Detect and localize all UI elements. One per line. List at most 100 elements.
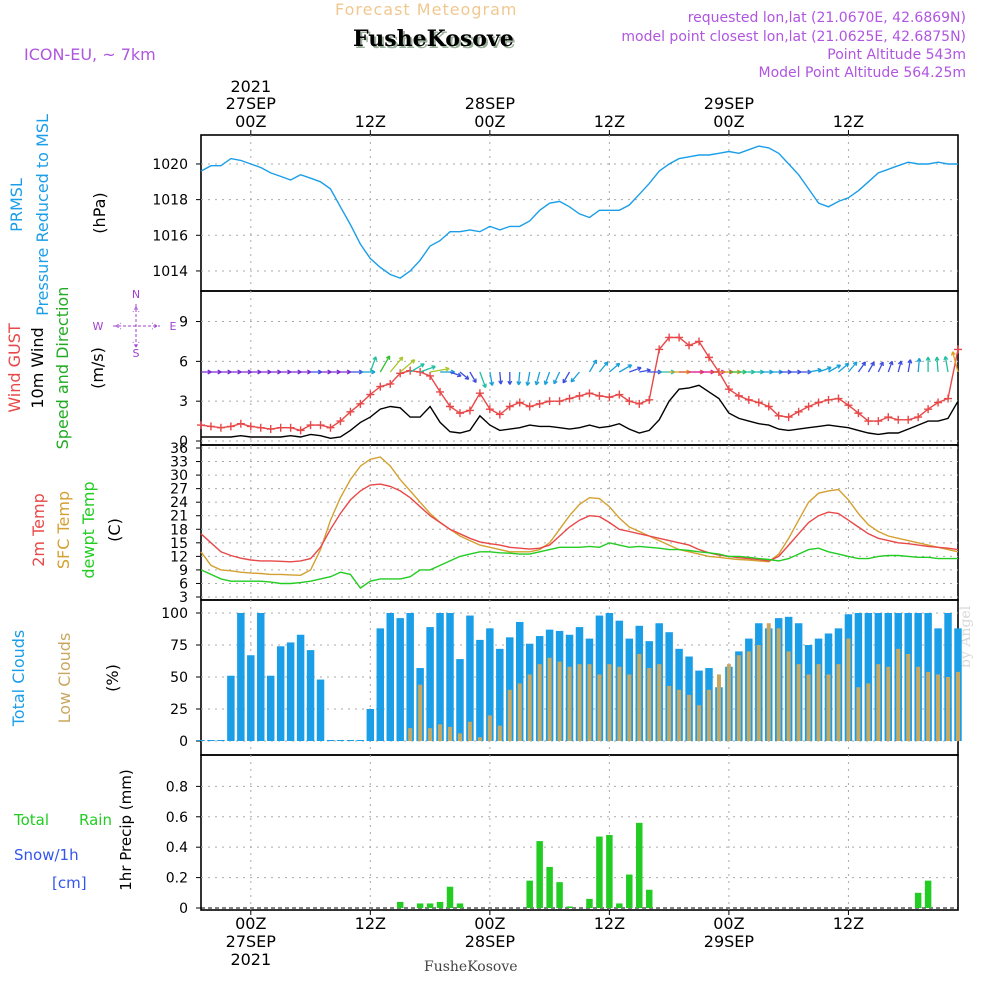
bottom-time-label: 12Z: [355, 914, 386, 933]
gust-marker: [366, 390, 375, 399]
gust-marker: [824, 395, 833, 404]
gust-marker: [236, 419, 245, 428]
gust-marker: [695, 337, 704, 346]
gust-line: [200, 336, 959, 432]
low-cloud-bar: [836, 664, 841, 741]
gust-marker: [426, 371, 435, 380]
wind-direction-arrow: [543, 371, 551, 386]
model-name: ICON-EU, ~ 7km: [24, 45, 156, 64]
wind-direction-arrow: [618, 364, 633, 373]
gust-marker: [635, 399, 644, 408]
gust-marker: [605, 393, 614, 402]
temp-label-sfc: SFC Temp: [54, 491, 73, 569]
top-date-label: 28SEP: [465, 94, 516, 113]
gust-marker: [944, 394, 953, 403]
rain-bar: [526, 880, 533, 908]
low-cloud-bar: [438, 724, 443, 741]
low-cloud-bar: [906, 653, 911, 741]
low-cloud-bar: [936, 674, 941, 741]
wind-direction-arrow: [916, 357, 922, 373]
low-cloud-bar: [886, 666, 891, 741]
panel-frame: [200, 754, 959, 911]
wind-direction-arrow: [608, 362, 621, 373]
gust-marker: [864, 417, 873, 426]
rain-bar: [924, 880, 932, 908]
legend-rain: Rain: [79, 811, 112, 829]
model-point-altitude: Model Point Altitude 564.25m: [758, 65, 966, 81]
wind-speed-line: [201, 384, 959, 440]
total-cloud-bar: [376, 628, 385, 741]
gust-marker: [495, 410, 504, 419]
rain-bar: [596, 836, 603, 908]
low-cloud-bar: [716, 674, 721, 741]
pressure-unit: (hPa): [90, 192, 109, 233]
low-cloud-bar: [557, 661, 562, 741]
wind-direction-arrow: [489, 371, 495, 387]
low-cloud-bar: [796, 664, 801, 741]
wind-label-dir: Speed and Direction: [53, 287, 72, 450]
gust-marker: [475, 389, 484, 398]
y-tick-label: 27: [170, 482, 188, 498]
low-cloud-bar: [746, 651, 751, 741]
wind-direction-arrow: [310, 369, 322, 375]
total-cloud-bar: [247, 655, 255, 741]
low-cloud-bar: [547, 657, 552, 741]
low-cloud-bar: [896, 648, 901, 741]
gust-marker: [794, 407, 803, 416]
gust-marker: [954, 345, 962, 354]
y-tick-label: 12: [170, 549, 188, 565]
low-cloud-bar: [577, 664, 582, 741]
wind-direction-arrow: [330, 369, 341, 375]
pressure-panel: 1014 1016 1018 1020 PRMSL Pressure Reduced to…: [7, 114, 959, 316]
wind-direction-arrow: [498, 371, 504, 385]
rain-bar: [914, 892, 922, 908]
gust-marker: [276, 423, 285, 432]
low-cloud-bar: [467, 721, 472, 741]
clouds-unit: (%): [103, 664, 122, 692]
wind-direction-arrow: [479, 371, 487, 389]
low-cloud-bar: [527, 674, 532, 741]
gust-marker: [376, 382, 385, 391]
wind-direction-arrow: [818, 366, 832, 373]
wind-direction-arrow: [379, 355, 391, 373]
compass-south: S: [133, 347, 140, 360]
point-altitude: Point Altitude 543m: [827, 47, 966, 63]
rain-bar: [396, 901, 404, 908]
bottom-time-label: 12Z: [833, 914, 864, 933]
gust-marker: [615, 390, 624, 399]
gust-marker: [436, 387, 445, 396]
y-tick-label: 0.6: [166, 810, 188, 826]
total-cloud-bar: [426, 627, 434, 741]
total-cloud-bar: [286, 642, 295, 741]
clouds-panel: 0 25 50 75 100 Total Clouds Low Clouds (%): [9, 599, 962, 756]
gust-marker: [465, 406, 474, 415]
low-cloud-bar: [687, 694, 692, 741]
gust-marker: [724, 385, 733, 394]
wind-direction-arrow: [220, 369, 232, 375]
meteogram-title: Forecast Meteogram: [335, 0, 518, 19]
low-cloud-bar: [776, 628, 781, 741]
gust-marker: [854, 409, 863, 418]
wind-direction-arrow: [459, 371, 470, 380]
wind-direction-arrow: [230, 369, 242, 375]
gust-marker: [386, 379, 395, 388]
bottom-date-label: 29SEP: [704, 932, 755, 951]
low-cloud-bar: [597, 674, 602, 741]
compass-east: E: [170, 320, 177, 333]
total-cloud-bar: [296, 634, 305, 741]
wind-direction-arrow: [399, 359, 416, 373]
low-cloud-bar: [567, 666, 572, 741]
wind-direction-arrow: [340, 369, 351, 375]
wind-direction-arrow: [280, 369, 292, 375]
rain-bar: [645, 889, 653, 908]
gust-marker: [306, 421, 315, 430]
gust-marker: [894, 415, 903, 424]
y-tick-label: 0: [179, 734, 188, 750]
total-cloud-bar: [306, 650, 315, 741]
low-cloud-bar: [627, 674, 632, 741]
gust-marker: [446, 402, 455, 411]
gust-marker: [266, 425, 275, 434]
wind-direction-arrow: [270, 369, 282, 375]
temp-label-2m: 2m Temp: [29, 493, 48, 567]
